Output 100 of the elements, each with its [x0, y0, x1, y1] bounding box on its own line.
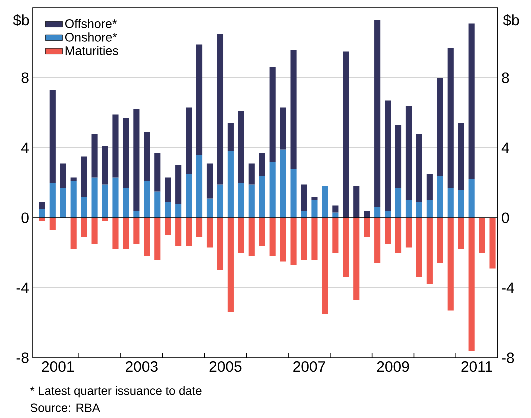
bar	[134, 210, 140, 218]
bar	[395, 125, 402, 188]
bar	[322, 218, 328, 314]
bar	[217, 34, 224, 185]
bar	[290, 218, 297, 266]
bar	[458, 190, 464, 218]
bar	[406, 218, 412, 248]
bar	[312, 196, 318, 200]
bar	[206, 198, 214, 218]
bar	[312, 218, 318, 260]
bar	[248, 218, 255, 256]
bar	[374, 20, 381, 208]
bar	[406, 106, 412, 200]
bar	[385, 210, 392, 218]
y-tick-label: 4	[22, 142, 30, 154]
bar	[112, 114, 119, 178]
y-tick-label: 8	[22, 72, 29, 84]
bar	[154, 192, 161, 218]
legend-label: Maturities	[66, 46, 118, 56]
legend-label: Onshore*	[65, 32, 118, 42]
bar	[301, 210, 308, 218]
bar	[134, 218, 140, 244]
bar	[354, 186, 360, 218]
bar	[165, 218, 172, 236]
bar	[437, 78, 444, 176]
y2-tick-label: 4	[502, 142, 510, 154]
bar	[468, 179, 475, 218]
bar	[186, 174, 192, 218]
bar	[70, 181, 77, 218]
text: * Latest quarter issuance to date	[30, 386, 202, 398]
bar	[343, 52, 350, 218]
bar	[60, 188, 66, 218]
y-axis-title: $b	[13, 14, 30, 27]
y-tick-label: -8	[16, 352, 29, 364]
bar	[165, 202, 172, 218]
bar	[280, 218, 286, 262]
bar	[196, 218, 203, 238]
bar	[437, 218, 444, 264]
bar	[364, 218, 370, 238]
bar	[81, 218, 88, 238]
bar	[332, 212, 339, 218]
bar	[426, 200, 433, 218]
bar	[490, 218, 496, 269]
bar	[206, 218, 214, 248]
bar	[385, 100, 392, 211]
y-tick-label: -4	[16, 282, 30, 294]
bar	[144, 218, 150, 256]
bar	[426, 218, 433, 284]
bar	[354, 218, 360, 300]
bar	[416, 218, 422, 278]
bar	[343, 218, 350, 278]
bar	[196, 44, 203, 155]
bar	[270, 67, 276, 162]
bar	[259, 176, 266, 218]
bar	[186, 218, 192, 246]
bar	[332, 206, 339, 213]
bar	[102, 218, 108, 222]
bar	[50, 90, 56, 183]
y2-tick-label: 0	[502, 212, 510, 224]
bar	[123, 118, 130, 188]
bar	[259, 153, 266, 176]
bar	[448, 218, 454, 311]
bar	[176, 218, 182, 246]
bar	[238, 218, 244, 253]
bar	[374, 207, 381, 218]
bar	[81, 156, 88, 197]
bar	[196, 154, 203, 218]
bar	[176, 165, 182, 204]
source-note: Source: RBA	[30, 404, 100, 412]
bar	[395, 188, 402, 218]
x-tick-label: 2007	[294, 362, 326, 372]
bar	[228, 123, 234, 152]
bar	[70, 218, 77, 250]
bar	[81, 196, 88, 218]
bar	[39, 202, 46, 210]
bar	[123, 218, 130, 250]
bar	[374, 218, 381, 264]
x-tick-label: 2005	[210, 362, 242, 372]
bar	[312, 200, 318, 218]
bar	[458, 123, 464, 190]
bar	[112, 218, 119, 250]
bar	[301, 184, 308, 211]
bar	[134, 109, 140, 211]
y2-axis-title: $b	[503, 14, 520, 27]
bar	[217, 184, 224, 218]
bar	[92, 178, 98, 218]
bar	[280, 108, 286, 150]
bar	[406, 200, 412, 218]
bar	[165, 178, 172, 202]
y-tick-label: 0	[22, 212, 29, 224]
bar	[154, 153, 161, 192]
bar	[176, 204, 182, 218]
bar	[290, 168, 297, 218]
bar	[364, 210, 370, 218]
bar	[217, 218, 224, 270]
bar	[395, 218, 402, 253]
bar	[416, 202, 422, 218]
bar	[322, 186, 328, 218]
bar	[92, 218, 98, 244]
bar	[416, 134, 422, 202]
